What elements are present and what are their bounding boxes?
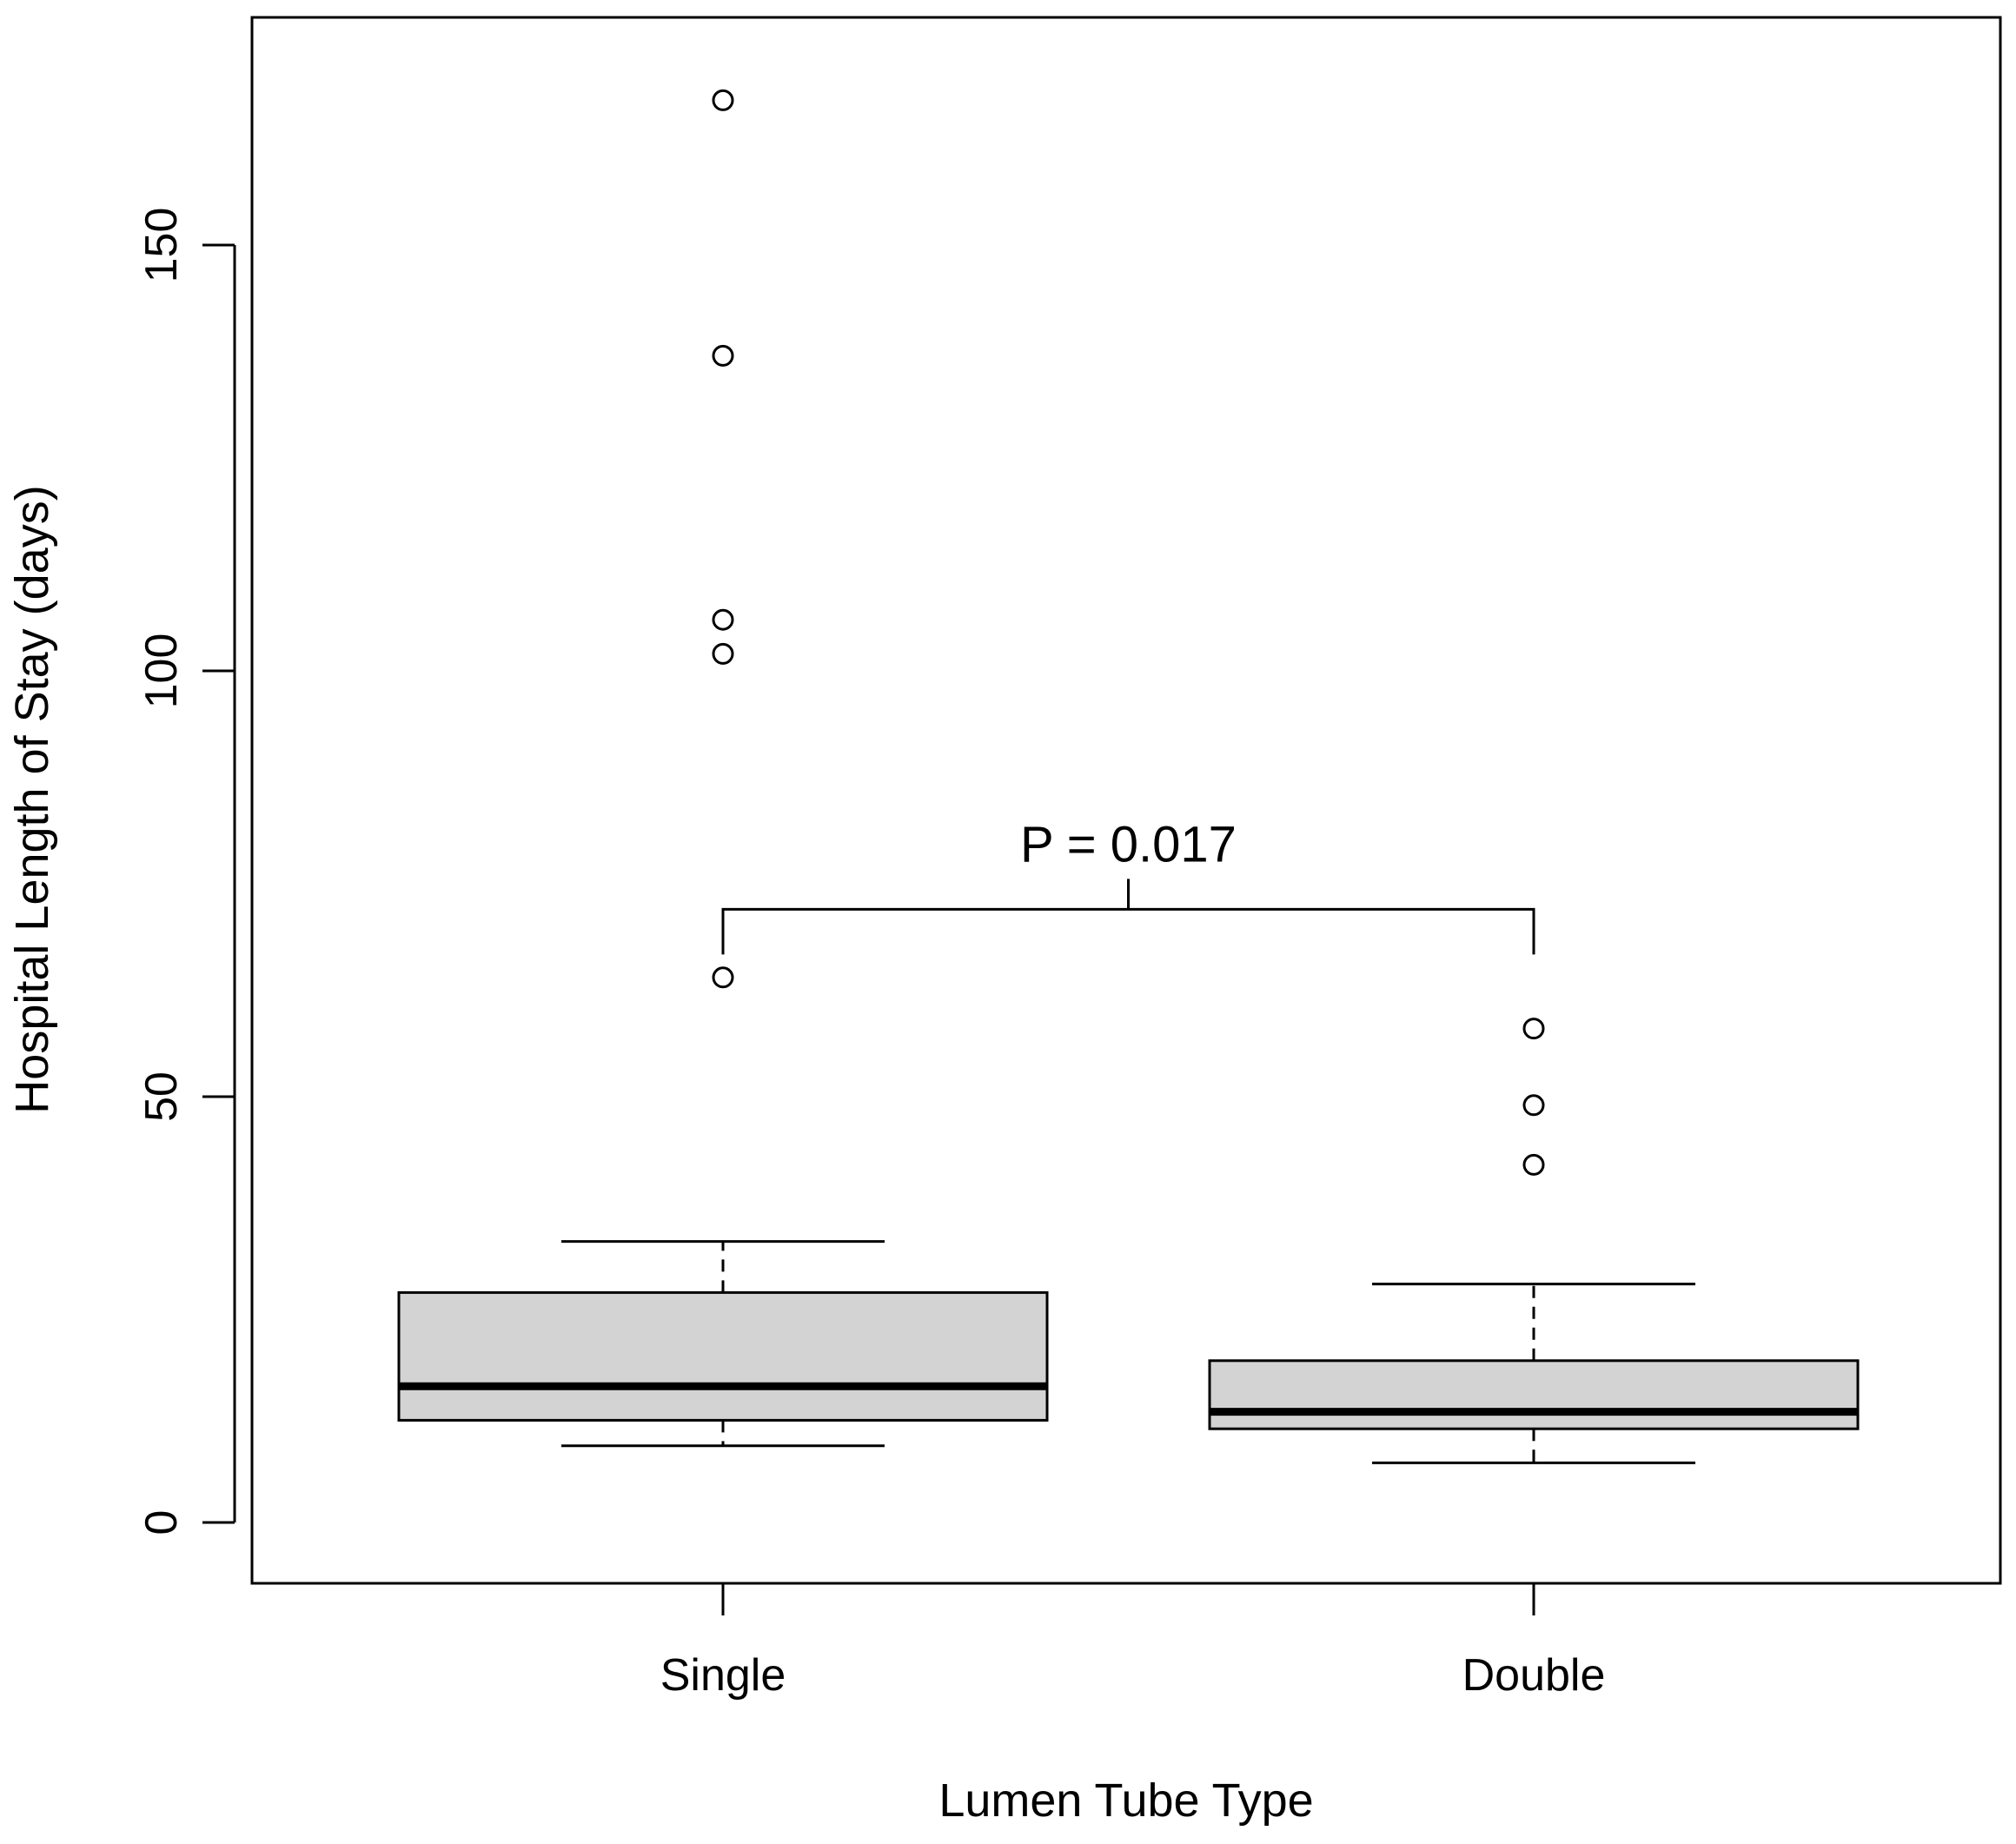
iqr-box <box>397 1290 1049 1422</box>
outlier-point <box>1522 1018 1545 1040</box>
x-axis: Single Double <box>660 1583 1606 1701</box>
y-tick-label: 50 <box>136 1071 187 1122</box>
outlier-point <box>1522 1153 1545 1176</box>
box-single <box>397 89 1049 1448</box>
outlier-point <box>712 89 734 111</box>
y-tick-label: 0 <box>136 1510 187 1536</box>
y-tick-label: 100 <box>136 633 187 709</box>
annotation-group: P = 0.017 <box>721 816 1535 955</box>
boxes-group <box>397 89 1860 1464</box>
x-tick-label: Double <box>1462 1650 1606 1701</box>
outlier-point <box>712 344 734 367</box>
significance-bracket <box>721 907 1535 955</box>
outlier-point <box>1522 1094 1545 1117</box>
outlier-point <box>712 642 734 665</box>
y-tick-label: 150 <box>136 208 187 283</box>
iqr-box <box>1208 1359 1860 1430</box>
outlier-point <box>712 966 734 989</box>
p-value-label: P = 0.017 <box>1020 816 1237 872</box>
plot-frame <box>250 16 2002 1585</box>
y-axis-title: Hospital Length of Stay (days) <box>6 485 58 1113</box>
x-axis-title: Lumen Tube Type <box>938 1774 1313 1827</box>
x-tick-label: Single <box>660 1650 786 1701</box>
outlier-point <box>712 608 734 631</box>
box-double <box>1208 1018 1860 1464</box>
y-axis: 0 50 100 150 <box>136 208 236 1536</box>
